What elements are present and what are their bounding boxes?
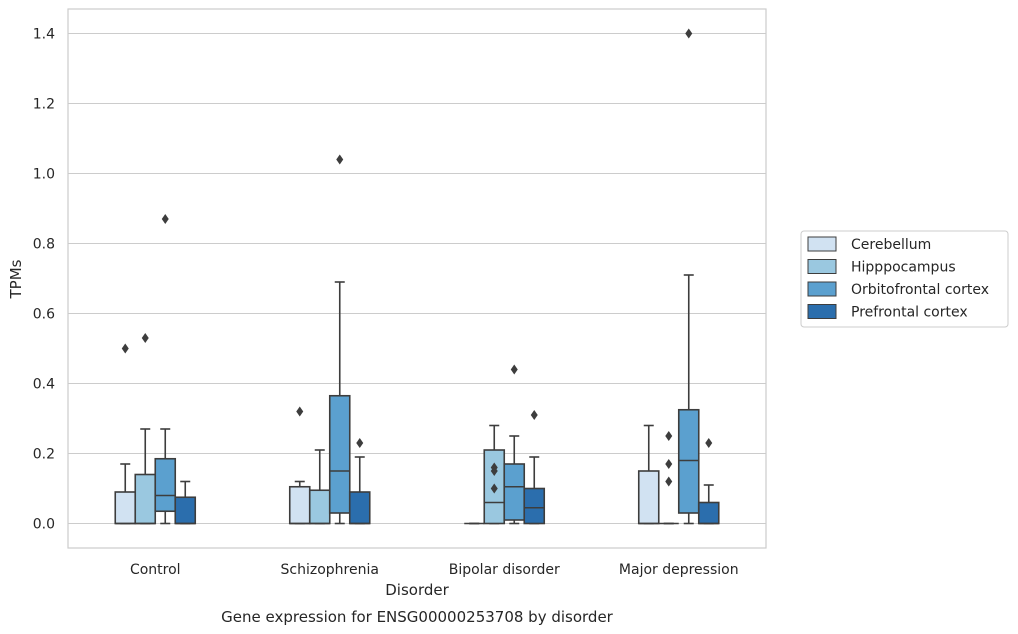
box-group xyxy=(697,438,720,525)
y-tick-label: 0.4 xyxy=(33,377,55,393)
outlier-point xyxy=(336,154,344,165)
legend-frame xyxy=(800,230,1009,328)
x-axis-title: Disorder xyxy=(385,581,449,599)
outlier-point xyxy=(665,476,673,487)
box-group xyxy=(637,424,660,525)
outlier-point xyxy=(705,438,713,448)
box-iqr xyxy=(328,394,351,514)
x-tick-label: Bipolar disorder xyxy=(449,562,560,578)
y-axis-title: TPMs xyxy=(7,259,25,299)
outlier-point xyxy=(665,459,673,469)
box-iqr xyxy=(134,473,157,525)
box-group xyxy=(483,424,506,525)
legend-label: Prefrontal cortex xyxy=(851,305,968,321)
legend-swatch xyxy=(807,236,837,252)
outlier-point xyxy=(161,214,169,224)
legend-label: Orbitofrontal cortex xyxy=(851,282,989,298)
box-group xyxy=(503,364,526,525)
x-axis-ticks: Control Schizophrenia Bipolar disorder Majo… xyxy=(130,562,739,578)
legend-swatch xyxy=(807,304,837,319)
x-tick-label: Major depression xyxy=(619,562,739,578)
outlier-point xyxy=(490,466,498,476)
y-tick-label: 0.0 xyxy=(33,517,55,533)
y-tick-label: 0.8 xyxy=(33,237,55,253)
outlier-point xyxy=(356,438,364,448)
y-tick-label: 1.4 xyxy=(33,27,55,43)
legend-items: Cerebellum Hipppocampus Orbitofrontal cort… xyxy=(807,236,989,321)
box-group xyxy=(114,343,137,525)
y-tick-label: 0.2 xyxy=(33,447,55,463)
box-iqr xyxy=(308,489,331,525)
outlier-point xyxy=(510,364,518,375)
plot-boxes xyxy=(114,28,720,525)
box-group xyxy=(134,333,157,525)
legend-swatch xyxy=(807,281,837,297)
box-iqr xyxy=(503,463,526,521)
y-tick-label: 1.0 xyxy=(33,167,55,183)
box-group xyxy=(658,431,679,525)
y-tick-label: 0.6 xyxy=(33,307,55,323)
box-iqr xyxy=(154,457,177,513)
box-iqr xyxy=(697,501,720,525)
outlier-point xyxy=(141,333,149,343)
box-iqr xyxy=(114,491,137,525)
legend-label: Cerebellum xyxy=(851,237,931,253)
outlier-point xyxy=(296,406,304,417)
outlier-point xyxy=(665,431,673,441)
box-group xyxy=(174,480,197,525)
outlier-point xyxy=(685,28,693,39)
box-iqr xyxy=(523,487,546,525)
legend: Cerebellum Hipppocampus Orbitofrontal cort… xyxy=(800,230,1009,328)
x-tick-label: Control xyxy=(130,562,181,578)
box-group xyxy=(154,214,177,525)
x-tick-label: Schizophrenia xyxy=(281,562,379,578)
chart-caption: Gene expression for ENSG00000253708 by d… xyxy=(221,608,614,626)
box-group xyxy=(677,28,700,525)
box-group xyxy=(348,438,371,525)
outlier-point xyxy=(530,410,538,420)
y-axis-ticks: 0.0 0.2 0.4 0.6 0.8 1.0 1.2 1.4 xyxy=(33,27,55,533)
outlier-point xyxy=(490,483,498,494)
box-iqr xyxy=(677,408,700,514)
outlier-point xyxy=(121,343,129,354)
box-iqr xyxy=(174,496,197,525)
legend-swatch xyxy=(807,259,837,274)
box-group xyxy=(328,154,351,525)
plot-frame xyxy=(67,8,767,549)
box-group xyxy=(523,410,546,525)
box-iqr xyxy=(348,491,371,525)
box-iqr xyxy=(637,470,660,525)
legend-label: Hipppocampus xyxy=(851,260,956,276)
y-tick-label: 1.2 xyxy=(33,97,55,113)
box-iqr xyxy=(288,485,311,525)
